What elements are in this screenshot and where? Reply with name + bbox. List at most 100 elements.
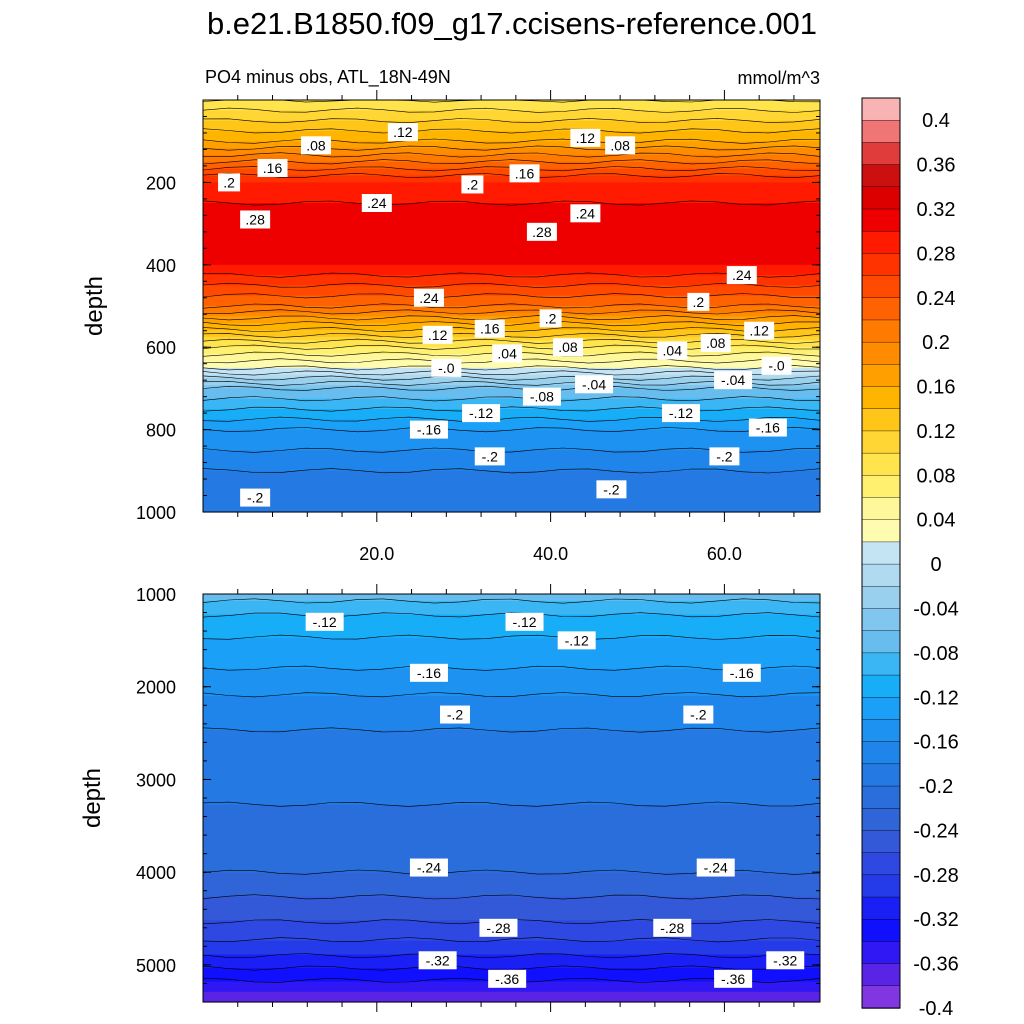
colorbar-swatch bbox=[861, 652, 901, 676]
contour-label: -.12 bbox=[462, 404, 501, 423]
field-band bbox=[203, 388, 820, 393]
colorbar-label: -0.36 bbox=[913, 954, 959, 976]
field-band bbox=[203, 453, 820, 458]
colorbar-swatch bbox=[861, 830, 901, 854]
svg-text:.16: .16 bbox=[515, 165, 535, 181]
field-band bbox=[203, 206, 820, 211]
svg-text:-.32: -.32 bbox=[773, 952, 797, 968]
field-band bbox=[203, 381, 820, 386]
contour-label: .24 bbox=[413, 288, 444, 307]
upper-panel: PO4 minus obs, ATL_18N-49N mmol/m^3 .08.… bbox=[81, 67, 821, 564]
field-band bbox=[203, 312, 820, 317]
contour-label: -.0 bbox=[761, 356, 792, 375]
field-band bbox=[203, 859, 820, 864]
field-band bbox=[203, 216, 820, 221]
field-band bbox=[203, 641, 820, 646]
svg-text:-.16: -.16 bbox=[417, 422, 441, 438]
field-band bbox=[203, 896, 820, 901]
field-band bbox=[203, 402, 820, 407]
svg-text:.28: .28 bbox=[245, 211, 265, 227]
field-band bbox=[203, 137, 820, 142]
contour-label: .04 bbox=[492, 344, 523, 363]
field-band bbox=[203, 230, 820, 235]
svg-text:-.2: -.2 bbox=[603, 481, 620, 497]
field-band bbox=[203, 254, 820, 259]
field-band bbox=[203, 268, 820, 273]
svg-text:.24: .24 bbox=[419, 290, 439, 306]
contour-label: .2 bbox=[687, 292, 710, 311]
field-band bbox=[203, 764, 820, 768]
contour-label: .24 bbox=[361, 194, 392, 212]
svg-text:.24: .24 bbox=[576, 205, 596, 221]
field-band bbox=[203, 240, 820, 245]
field-band bbox=[203, 196, 820, 201]
svg-text:.12: .12 bbox=[576, 130, 596, 146]
contour-label: -.04 bbox=[575, 375, 614, 394]
field-band bbox=[203, 127, 820, 132]
field-band bbox=[203, 295, 820, 300]
upper-subtitle-right: mmol/m^3 bbox=[738, 68, 820, 88]
field-band bbox=[203, 995, 820, 1000]
contour-line bbox=[202, 727, 821, 733]
colorbar-swatch bbox=[861, 985, 901, 1009]
field-band bbox=[203, 774, 820, 779]
field-band bbox=[203, 804, 820, 809]
svg-text:.16: .16 bbox=[263, 160, 283, 176]
field-band bbox=[203, 964, 820, 969]
field-band bbox=[203, 192, 820, 197]
field-band bbox=[203, 706, 820, 711]
colorbar-swatch bbox=[861, 941, 901, 965]
field-band bbox=[203, 818, 820, 823]
field-band bbox=[203, 233, 820, 238]
svg-text:-.04: -.04 bbox=[721, 372, 745, 388]
colorbar-swatch bbox=[861, 452, 901, 477]
field-band bbox=[203, 251, 820, 256]
field-band bbox=[203, 940, 820, 945]
svg-text:.08: .08 bbox=[706, 335, 726, 351]
field-band bbox=[203, 743, 820, 748]
contour-label: -.24 bbox=[409, 858, 448, 877]
colorbar-frame bbox=[861, 97, 901, 1009]
field-band bbox=[203, 781, 820, 785]
contour-line bbox=[202, 937, 821, 943]
contour-label: -.2 bbox=[709, 447, 740, 466]
field-band bbox=[203, 481, 820, 486]
lower-y-axis-label: depth bbox=[79, 768, 106, 828]
colorbar-label: -0.2 bbox=[919, 776, 953, 798]
svg-text:.08: .08 bbox=[558, 339, 578, 355]
contour-label: .2 bbox=[218, 173, 241, 192]
field-band bbox=[203, 487, 820, 492]
field-band bbox=[203, 299, 820, 304]
contour-label: -.12 bbox=[505, 612, 544, 631]
field-band bbox=[203, 903, 820, 908]
field-band bbox=[203, 474, 820, 479]
colorbar-swatch bbox=[861, 208, 901, 232]
colorbar-label: 0.24 bbox=[917, 288, 956, 310]
field-band bbox=[203, 719, 820, 724]
colorbar-swatch bbox=[861, 697, 901, 721]
colorbar-swatch bbox=[861, 408, 901, 432]
contour-label: -.08 bbox=[522, 387, 561, 406]
field-band bbox=[203, 158, 820, 163]
field-band bbox=[203, 237, 820, 242]
y-tick-label: 1000 bbox=[136, 503, 176, 523]
svg-text:-.36: -.36 bbox=[495, 971, 519, 987]
field-band bbox=[203, 849, 820, 853]
field-band bbox=[203, 247, 820, 252]
field-band bbox=[203, 944, 820, 949]
colorbar-swatch bbox=[861, 874, 901, 898]
field-band bbox=[203, 828, 820, 833]
field-band bbox=[203, 278, 820, 283]
contour-line bbox=[202, 321, 820, 327]
field-band bbox=[203, 702, 820, 707]
field-band bbox=[203, 750, 820, 755]
field-band bbox=[203, 631, 820, 636]
field-band bbox=[203, 257, 820, 262]
field-band bbox=[203, 811, 820, 816]
svg-text:-.2: -.2 bbox=[482, 448, 499, 464]
contour-label: -.2 bbox=[440, 705, 471, 724]
contour-label: .16 bbox=[257, 158, 288, 177]
field-band bbox=[203, 439, 820, 444]
svg-text:-.2: -.2 bbox=[716, 448, 733, 464]
